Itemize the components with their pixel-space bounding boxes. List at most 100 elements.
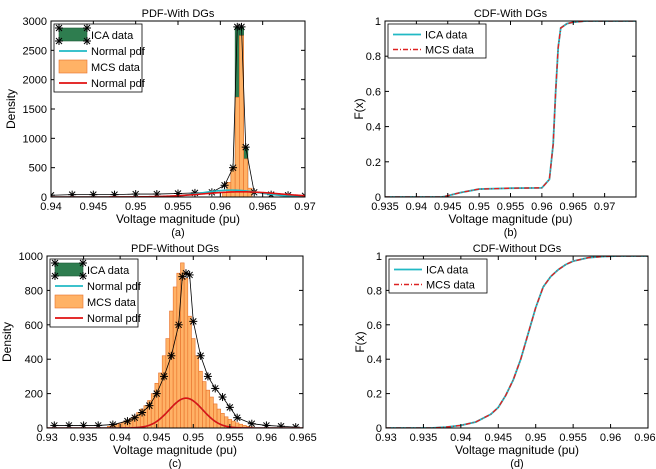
y-tick-label: 1: [376, 251, 382, 263]
y-tick-label: 2000: [23, 75, 47, 87]
series-line-mcs: [385, 21, 636, 197]
legend-star: [55, 37, 63, 45]
x-tick-label: 0.94: [450, 432, 471, 444]
chart-title: CDF-Without DGs: [473, 243, 562, 255]
legend-label: ICA data: [426, 265, 469, 277]
x-tick-label: 0.96: [600, 432, 621, 444]
y-tick-label: 0.2: [367, 389, 382, 401]
y-tick-label: 1500: [23, 104, 47, 116]
legend-label: MCS data: [87, 297, 137, 309]
x-axis-label: Voltage magnitude (pu): [116, 212, 240, 226]
x-tick-label: 0.935: [70, 432, 98, 444]
x-tick-label: 0.955: [497, 201, 525, 213]
legend: ICA data MCS data: [388, 258, 488, 294]
y-tick-label: 800: [25, 285, 43, 297]
x-tick-label: 0.96: [210, 201, 231, 213]
x-tick-label: 0.935: [371, 201, 399, 213]
y-axis-label: Density: [4, 89, 18, 129]
x-tick-label: 0.945: [80, 201, 108, 213]
ica-marker: [277, 422, 286, 428]
x-tick-label: 0.955: [216, 432, 244, 444]
legend-label: MCS data: [91, 62, 141, 74]
ica-marker: [145, 401, 154, 410]
chart-title: PDF-Without DGs: [131, 243, 220, 255]
x-tick-label: 0.94: [40, 201, 61, 213]
panel-caption: (b): [504, 227, 517, 239]
x-tick-label: 0.95: [183, 432, 204, 444]
chart-c: 0.93 0.935 0.94 0.945 0.95 0.955 0.96 0.965 0 200…: [0, 243, 317, 469]
legend-star: [51, 259, 59, 267]
legend-label: Normal pdf: [87, 281, 142, 293]
y-tick-label: 1000: [23, 133, 47, 145]
ica-marker: [229, 163, 238, 172]
ica-marker: [189, 317, 198, 326]
ica-marker: [130, 413, 139, 422]
x-tick-label: 0.96: [531, 201, 552, 213]
x-tick-label: 0.95: [525, 432, 546, 444]
ica-marker: [233, 413, 242, 422]
x-tick-label: 0.94: [406, 201, 427, 213]
x-tick-label: 0.935: [410, 432, 438, 444]
mcs-bar: [209, 396, 214, 428]
x-axis-label: Voltage magnitude (pu): [455, 443, 579, 457]
mcs-bar: [216, 408, 222, 428]
ica-marker: [291, 423, 300, 428]
y-tick-label: 3000: [23, 16, 47, 28]
y-tick-label: 0: [375, 192, 381, 204]
x-axis-label: Voltage magnitude (pu): [113, 443, 237, 457]
y-tick-label: 400: [25, 354, 43, 366]
legend-label: ICA data: [87, 265, 130, 277]
legend-star: [83, 24, 91, 32]
chart-b: 0.935 0.94 0.945 0.95 0.955 0.96 0.965 0.97 0 0.2…: [352, 8, 637, 239]
x-tick-label: 0.965: [249, 201, 277, 213]
ica-marker: [241, 143, 250, 152]
panel-caption: (a): [171, 227, 184, 239]
x-tick-label: 0.965: [634, 432, 656, 444]
y-tick-label: 0.8: [366, 51, 381, 63]
x-tick-label: 0.955: [559, 432, 587, 444]
legend-label: MCS data: [425, 45, 475, 57]
mcs-bar: [165, 338, 170, 428]
legend-swatch-mcs: [58, 59, 88, 74]
y-tick-label: 0.6: [366, 86, 381, 98]
legend-swatch-ica: [55, 24, 91, 45]
x-tick-label: 0.945: [434, 201, 462, 213]
y-tick-label: 0: [37, 423, 43, 435]
chart-title: PDF-With DGs: [142, 8, 215, 20]
x-tick-label: 0.97: [294, 201, 315, 213]
ica-marker: [218, 393, 227, 402]
series-line-mcs: [386, 256, 648, 428]
ica-marker: [225, 403, 234, 412]
x-tick-label: 0.965: [289, 432, 317, 444]
ica-marker: [160, 372, 169, 381]
data-layer: [386, 256, 648, 428]
mcs-bar: [243, 158, 249, 197]
mcs-bar: [205, 389, 211, 428]
y-tick-label: 1: [375, 16, 381, 28]
x-tick-label: 0.945: [143, 432, 171, 444]
mcs-bar: [198, 370, 203, 428]
y-tick-label: 0: [41, 192, 47, 204]
legend-label: ICA data: [425, 30, 468, 42]
panel-caption: (c): [169, 458, 182, 469]
x-tick-label: 0.95: [468, 201, 489, 213]
y-tick-label: 500: [29, 163, 47, 175]
legend-label: Normal pdf: [87, 313, 142, 325]
x-tick-label: 0.945: [485, 432, 513, 444]
x-tick-label: 0.94: [109, 432, 130, 444]
mcs-bar: [194, 355, 200, 428]
legend-star: [51, 272, 59, 280]
ica-marker: [108, 420, 117, 428]
x-tick-label: 0.93: [36, 432, 57, 444]
legend: ICA data Normal pdf MCS data Normal pdf: [49, 258, 142, 328]
chart-a: 0.94 0.945 0.95 0.955 0.96 0.965 0.97 0 500 1000 1…: [4, 8, 316, 239]
y-axis-label: F(x): [352, 98, 366, 119]
legend-box: [387, 23, 487, 59]
y-tick-label: 2500: [23, 45, 47, 57]
x-tick-label: 0.95: [125, 201, 146, 213]
ica-marker: [203, 372, 212, 381]
y-axis-label: F(x): [353, 331, 367, 352]
ica-marker: [178, 272, 187, 281]
ica-marker: [174, 320, 183, 329]
